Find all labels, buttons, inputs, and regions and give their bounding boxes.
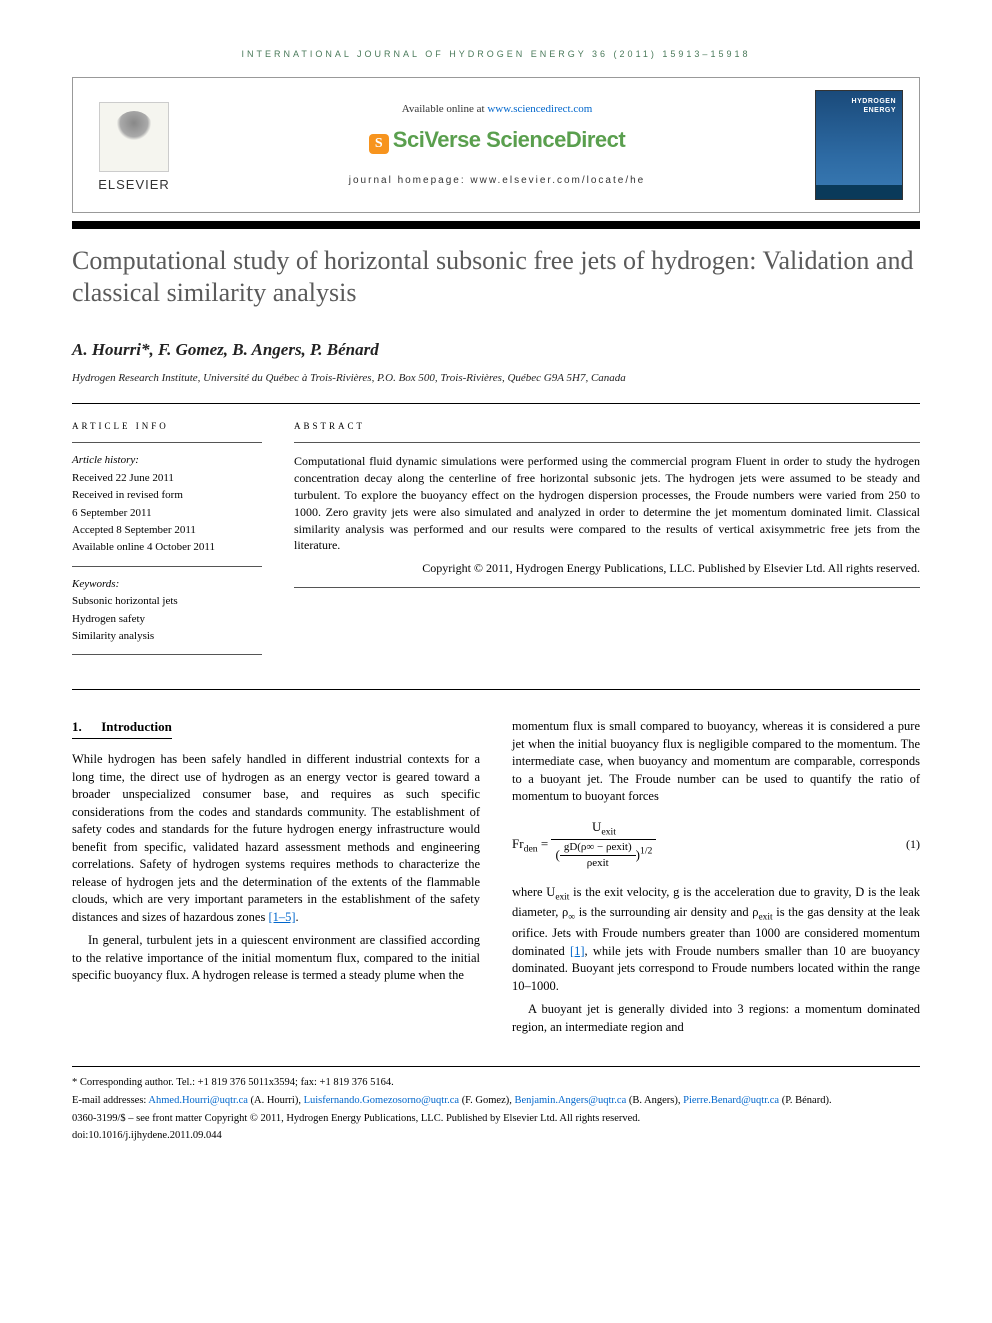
abstract-divider	[294, 587, 920, 588]
reference-link[interactable]: [1–5]	[268, 910, 295, 924]
body-columns: 1. Introduction While hydrogen has been …	[72, 718, 920, 1042]
body-paragraph: where Uexit is the exit velocity, g is t…	[512, 884, 920, 995]
info-divider	[72, 566, 262, 567]
eqn-lhs: Fr	[512, 836, 524, 851]
eqn-eq: =	[538, 836, 552, 851]
author-name-suffix: (B. Angers),	[626, 1095, 683, 1106]
sciverse-badge-icon	[369, 134, 389, 154]
revised-date-2: 6 September 2011	[72, 506, 262, 521]
eqn-exp: 1/2	[640, 846, 652, 857]
left-column: 1. Introduction While hydrogen has been …	[72, 718, 480, 1042]
article-title: Computational study of horizontal subson…	[72, 245, 920, 310]
masthead: ELSEVIER Available online at www.science…	[72, 77, 920, 213]
author-email-link[interactable]: Benjamin.Angers@uqtr.ca	[515, 1095, 627, 1106]
author-email-link[interactable]: Ahmed.Hourri@uqtr.ca	[148, 1095, 247, 1106]
info-divider	[72, 442, 262, 443]
publisher-logo: ELSEVIER	[89, 95, 179, 195]
article-info-heading: ARTICLE INFO	[72, 420, 262, 433]
online-date: Available online 4 October 2011	[72, 540, 262, 555]
abstract-divider	[294, 442, 920, 443]
section-heading: 1. Introduction	[72, 718, 480, 751]
keyword: Subsonic horizontal jets	[72, 594, 262, 609]
author-email-link[interactable]: Pierre.Benard@uqtr.ca	[683, 1095, 779, 1106]
journal-cover-thumbnail	[815, 90, 903, 200]
publisher-name: ELSEVIER	[98, 176, 170, 194]
abstract-heading: ABSTRACT	[294, 420, 920, 433]
revised-date-1: Received in revised form	[72, 488, 262, 503]
elsevier-tree-icon	[99, 102, 169, 172]
keywords-label: Keywords:	[72, 577, 262, 592]
received-date: Received 22 June 2011	[72, 471, 262, 486]
eqn-sub: den	[524, 843, 538, 854]
keyword: Similarity analysis	[72, 629, 262, 644]
paragraph-text: is the surrounding air density and ρ	[575, 905, 759, 919]
divider	[72, 403, 920, 404]
masthead-center: Available online at www.sciencedirect.co…	[179, 102, 815, 188]
eqn-num: U	[592, 819, 601, 834]
right-column: momentum flux is small compared to buoya…	[512, 718, 920, 1042]
section-title: Introduction	[101, 719, 172, 734]
abstract-text: Computational fluid dynamic simulations …	[294, 453, 920, 554]
abstract: ABSTRACT Computational fluid dynamic sim…	[294, 420, 920, 666]
journal-homepage: journal homepage: www.elsevier.com/locat…	[199, 174, 795, 188]
title-bar	[72, 221, 920, 229]
section-divider	[72, 689, 920, 690]
available-online: Available online at www.sciencedirect.co…	[199, 102, 795, 117]
author-name-suffix: (A. Hourri),	[248, 1095, 304, 1106]
corresponding-author: * Corresponding author. Tel.: +1 819 376…	[72, 1075, 920, 1091]
body-paragraph: A buoyant jet is generally divided into …	[512, 1001, 920, 1036]
accepted-date: Accepted 8 September 2011	[72, 523, 262, 538]
section-number: 1.	[72, 719, 82, 734]
reference-link[interactable]: [1]	[570, 944, 585, 958]
equation-row: Frden = Uexit(gD(ρ∞ − ρexit)ρexit)1/2 (1…	[512, 818, 920, 872]
eqn-sub: exit	[601, 826, 616, 837]
email-label: E-mail addresses:	[72, 1095, 148, 1106]
equation-number: (1)	[906, 836, 920, 853]
footnotes: * Corresponding author. Tel.: +1 819 376…	[72, 1066, 920, 1144]
author-name-suffix: (F. Gomez),	[459, 1095, 514, 1106]
equation: Frden = Uexit(gD(ρ∞ − ρexit)ρexit)1/2	[512, 818, 656, 872]
affiliation: Hydrogen Research Institute, Université …	[72, 371, 920, 386]
eqn-den-den: ρexit	[560, 856, 636, 871]
email-addresses: E-mail addresses: Ahmed.Hourri@uqtr.ca (…	[72, 1093, 920, 1109]
info-abstract-row: ARTICLE INFO Article history: Received 2…	[72, 420, 920, 666]
available-prefix: Available online at	[402, 103, 488, 115]
eqn-den-num: gD(ρ∞ − ρexit)	[560, 840, 636, 856]
running-header: INTERNATIONAL JOURNAL OF HYDROGEN ENERGY…	[72, 48, 920, 61]
info-divider	[72, 654, 262, 655]
issn-copyright: 0360-3199/$ – see front matter Copyright…	[72, 1111, 920, 1127]
platform-name: SciVerse ScienceDirect	[393, 127, 625, 152]
author-email-link[interactable]: Luisfernando.Gomezosorno@uqtr.ca	[304, 1095, 459, 1106]
body-paragraph: While hydrogen has been safely handled i…	[72, 751, 480, 926]
keyword: Hydrogen safety	[72, 612, 262, 627]
author-list: A. Hourri*, F. Gomez, B. Angers, P. Béna…	[72, 338, 920, 362]
paragraph-text: .	[296, 910, 299, 924]
article-info: ARTICLE INFO Article history: Received 2…	[72, 420, 262, 666]
sciencedirect-link[interactable]: www.sciencedirect.com	[487, 103, 592, 115]
copyright: Copyright © 2011, Hydrogen Energy Public…	[294, 560, 920, 577]
history-label: Article history:	[72, 453, 262, 468]
body-paragraph: momentum flux is small compared to buoya…	[512, 718, 920, 806]
author-name-suffix: (P. Bénard).	[779, 1095, 832, 1106]
doi: doi:10.1016/j.ijhydene.2011.09.044	[72, 1128, 920, 1144]
paragraph-text: While hydrogen has been safely handled i…	[72, 752, 480, 924]
homepage-prefix: journal homepage:	[349, 175, 471, 186]
platform-brand: SciVerse ScienceDirect	[199, 125, 795, 156]
paragraph-text: where U	[512, 885, 555, 899]
homepage-url: www.elsevier.com/locate/he	[470, 175, 645, 186]
body-paragraph: In general, turbulent jets in a quiescen…	[72, 932, 480, 985]
